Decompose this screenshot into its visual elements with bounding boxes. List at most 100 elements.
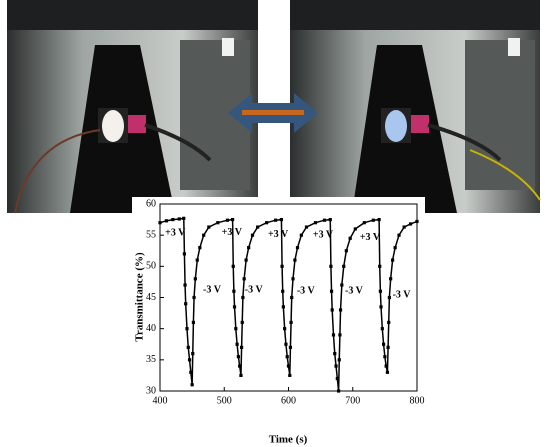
annotation: -3 V bbox=[297, 286, 316, 297]
data-point bbox=[408, 222, 413, 226]
data-point bbox=[393, 246, 397, 250]
annotation: +3 V bbox=[268, 229, 289, 240]
x-tick-label: 800 bbox=[410, 395, 425, 406]
data-point bbox=[231, 217, 235, 222]
data-point bbox=[236, 355, 240, 359]
data-point bbox=[184, 302, 188, 306]
y-tick-label: 35 bbox=[146, 354, 156, 365]
annotation: +3 V bbox=[313, 229, 334, 240]
data-point bbox=[225, 218, 230, 222]
data-point bbox=[304, 225, 309, 229]
data-point bbox=[171, 217, 175, 222]
data-point bbox=[378, 264, 382, 268]
data-point bbox=[182, 252, 187, 256]
data-point bbox=[164, 219, 169, 223]
data-point bbox=[329, 264, 333, 268]
data-point bbox=[338, 333, 342, 337]
data-point bbox=[286, 364, 291, 368]
data-point bbox=[191, 320, 196, 325]
data-point bbox=[329, 289, 334, 293]
photo-left bbox=[7, 0, 258, 214]
data-point bbox=[381, 342, 386, 346]
y-tick-label: 40 bbox=[146, 323, 156, 334]
annotation: +3 V bbox=[360, 232, 381, 243]
data-point bbox=[288, 373, 292, 378]
annotation: +3 V bbox=[165, 228, 186, 239]
data-point bbox=[186, 345, 190, 349]
data-point bbox=[362, 221, 366, 225]
data-point bbox=[337, 358, 341, 362]
data-point bbox=[379, 305, 383, 309]
data-point bbox=[402, 225, 406, 229]
data-point bbox=[202, 233, 206, 237]
data-point bbox=[335, 376, 339, 381]
data-point bbox=[281, 305, 285, 309]
x-tick-label: 600 bbox=[281, 395, 296, 406]
data-point bbox=[295, 246, 300, 250]
data-point bbox=[328, 217, 332, 222]
x-tick-label: 400 bbox=[153, 395, 168, 406]
data-point bbox=[285, 355, 289, 359]
data-point bbox=[183, 283, 187, 287]
data-point bbox=[333, 352, 337, 356]
y-tick-label: 45 bbox=[146, 292, 156, 303]
data-point bbox=[380, 327, 384, 331]
data-point bbox=[281, 289, 285, 293]
data-point bbox=[265, 221, 269, 225]
data-point bbox=[190, 383, 194, 387]
data-point bbox=[344, 249, 348, 253]
x-tick-label: 700 bbox=[345, 395, 360, 406]
data-point bbox=[247, 246, 251, 250]
data-point bbox=[387, 295, 391, 300]
data-point bbox=[185, 327, 189, 331]
data-point bbox=[387, 320, 391, 325]
data-point bbox=[389, 277, 393, 281]
data-point bbox=[244, 258, 248, 262]
data-point bbox=[241, 295, 245, 300]
photo-right bbox=[290, 0, 541, 213]
data-point bbox=[182, 216, 186, 220]
x-tick-label: 500 bbox=[217, 395, 232, 406]
data-point bbox=[371, 218, 375, 222]
data-point bbox=[390, 258, 395, 262]
data-point bbox=[290, 295, 294, 300]
data-point bbox=[239, 373, 243, 378]
data-point bbox=[397, 233, 401, 237]
data-point bbox=[415, 219, 419, 224]
data-point bbox=[192, 295, 196, 300]
annotation: -3 V bbox=[345, 286, 364, 297]
data-point bbox=[284, 342, 288, 346]
data-point bbox=[293, 258, 297, 262]
data-point bbox=[353, 227, 357, 231]
data-point bbox=[348, 236, 352, 240]
chart-background bbox=[132, 197, 425, 447]
data-point bbox=[189, 370, 193, 374]
data-point bbox=[377, 217, 381, 222]
data-point bbox=[340, 283, 344, 287]
annotation: -3 V bbox=[393, 289, 412, 300]
data-point bbox=[234, 327, 238, 331]
data-point bbox=[288, 345, 293, 349]
data-point bbox=[158, 221, 162, 225]
data-point bbox=[384, 364, 388, 368]
data-point bbox=[231, 264, 235, 268]
data-point bbox=[191, 352, 195, 356]
data-point bbox=[198, 246, 202, 250]
data-point bbox=[334, 364, 338, 368]
data-point bbox=[283, 327, 287, 331]
data-point bbox=[291, 277, 295, 281]
data-point bbox=[177, 217, 181, 221]
data-point bbox=[195, 258, 199, 262]
data-point bbox=[187, 358, 192, 362]
data-point bbox=[274, 218, 278, 222]
y-tick-label: 55 bbox=[146, 229, 156, 240]
data-point bbox=[256, 225, 260, 229]
data-point bbox=[250, 233, 255, 237]
data-point bbox=[280, 264, 284, 268]
data-point bbox=[207, 225, 211, 229]
double-arrow bbox=[228, 93, 318, 133]
data-point bbox=[193, 277, 197, 281]
data-point bbox=[313, 221, 318, 225]
data-point bbox=[330, 308, 334, 312]
